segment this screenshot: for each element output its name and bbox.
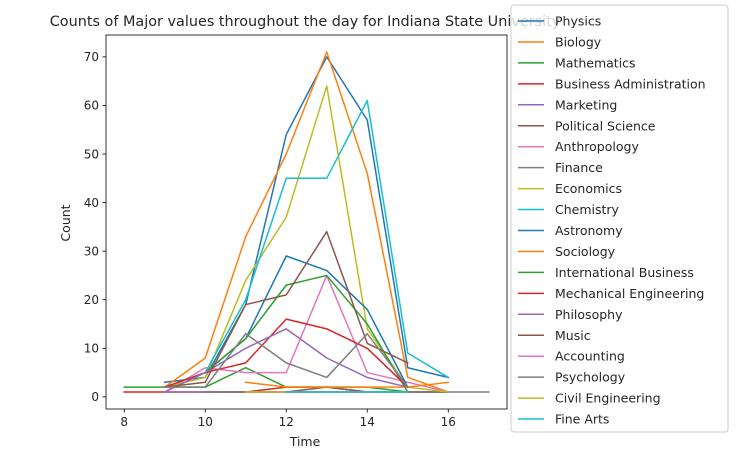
y-tick-label: 20 [84, 293, 99, 307]
x-tick-label: 16 [441, 415, 456, 429]
plot-frame [105, 34, 508, 410]
x-tick-label: 8 [120, 415, 128, 429]
legend-label: Finance [555, 160, 603, 175]
y-tick-label: 60 [84, 99, 99, 113]
series-line-15 [163, 328, 409, 394]
legend-label: Business Administration [555, 76, 706, 91]
y-tick-label: 50 [84, 147, 99, 161]
y-tick-label: 30 [84, 244, 99, 258]
legend-label: Chemistry [555, 202, 620, 217]
legend-label: Psychology [555, 370, 626, 385]
legend-label: Philosophy [555, 307, 623, 322]
x-tick-label: 12 [279, 415, 294, 429]
legend-label: Sociology [555, 244, 616, 259]
y-tick-label: 10 [84, 342, 99, 356]
legend: Physics Biology Mathematics Business Admini… [510, 4, 729, 433]
x-tick-label: 10 [198, 415, 213, 429]
y-tick-label: 0 [91, 390, 99, 404]
legend-label: International Business [555, 265, 694, 280]
legend-label: Political Science [555, 118, 656, 133]
legend-label: Anthropology [555, 139, 639, 154]
series-line-10 [204, 99, 450, 379]
legend-label: Economics [555, 181, 622, 196]
series-line-12 [244, 381, 450, 388]
legend-label: Marketing [555, 97, 617, 112]
series-line-2 [163, 51, 450, 393]
x-axis-label: Time [289, 434, 321, 449]
y-tick-label: 40 [84, 196, 99, 210]
legend-label: Astronomy [555, 223, 623, 238]
series-line-18 [163, 332, 409, 389]
legend-label: Mechanical Engineering [555, 286, 704, 301]
legend-label: Civil Engineering [555, 391, 661, 406]
legend-label: Physics [555, 14, 601, 29]
axes [105, 34, 508, 410]
series-line-1 [163, 56, 450, 384]
legend-box [510, 4, 729, 433]
legend-label: Accounting [555, 349, 625, 364]
series-lines [123, 51, 490, 394]
series-line-16 [163, 230, 409, 388]
ticks: 8 10 12 14 16 0 10 20 30 40 50 60 70 [84, 50, 456, 429]
legend-label: Fine Arts [555, 412, 609, 427]
x-tick-label: 14 [360, 415, 375, 429]
legend-label: Mathematics [555, 55, 636, 70]
y-tick-label: 70 [84, 50, 99, 64]
legend-label: Music [555, 328, 591, 343]
legend-label: Biology [555, 34, 602, 49]
y-axis-label: Count [58, 204, 73, 241]
series-line-13 [204, 274, 409, 394]
series-line-9 [163, 85, 450, 393]
chart-title: Counts of Major values throughout the da… [50, 14, 561, 30]
